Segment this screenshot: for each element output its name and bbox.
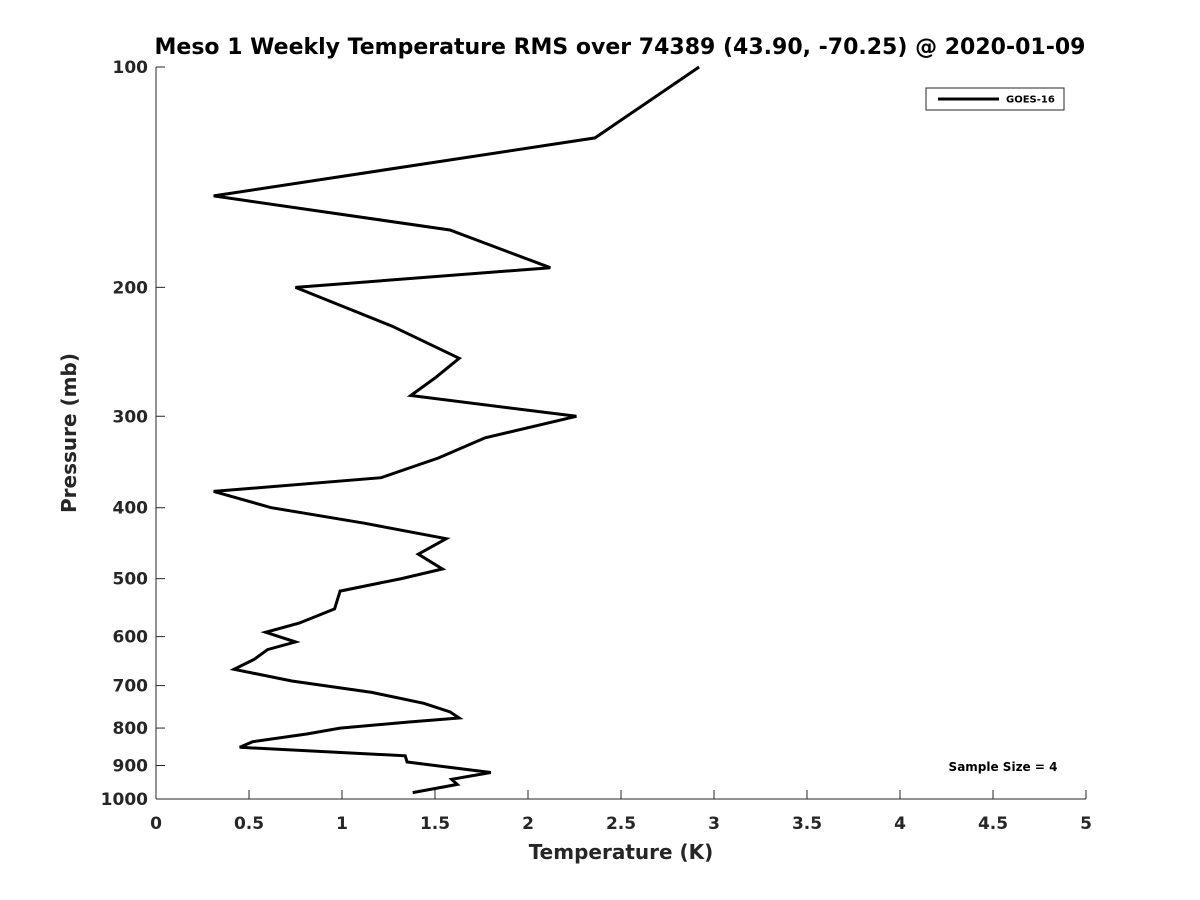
series-line-goes-16 [213,65,700,795]
x-tick-label: 3 [708,814,720,834]
x-tick-label: 4 [894,814,906,834]
y-tick-label: 100 [113,58,149,78]
x-tick-label: 3.5 [792,814,822,834]
y-ticks: 100 200 300 400 500 600 700 800 900 1000 [101,58,165,810]
x-ticks: 0 0.5 1 1.5 2 2.5 3 3.5 4 4.5 5 [150,790,1092,834]
sample-size-annotation: Sample Size = 4 [949,760,1058,774]
x-tick-label: 1 [336,814,348,834]
chart-title: Meso 1 Weekly Temperature RMS over 74389… [155,35,1086,60]
y-tick-label: 1000 [101,790,148,810]
x-tick-label: 0.5 [234,814,264,834]
x-tick-label: 1.5 [420,814,450,834]
y-tick-label: 200 [113,278,149,298]
x-tick-label: 5 [1080,814,1092,834]
y-tick-label: 800 [113,719,149,739]
x-tick-label: 2 [522,814,534,834]
series-group [213,65,700,795]
y-tick-label: 600 [113,628,149,648]
y-tick-label: 900 [113,757,149,777]
x-axis-label: Temperature (K) [529,840,714,864]
legend-label-goes-16: GOES-16 [1006,95,1055,106]
y-tick-label: 400 [113,499,149,519]
y-tick-label: 700 [113,677,149,697]
y-tick-label: 500 [113,570,149,590]
x-tick-label: 4.5 [978,814,1008,834]
y-tick-label: 300 [113,407,149,427]
x-tick-label: 0 [150,814,162,834]
legend: GOES-16 [925,87,1065,111]
x-tick-label: 2.5 [606,814,636,834]
y-axis-label: Pressure (mb) [57,353,81,513]
plot-axes [155,67,1086,800]
